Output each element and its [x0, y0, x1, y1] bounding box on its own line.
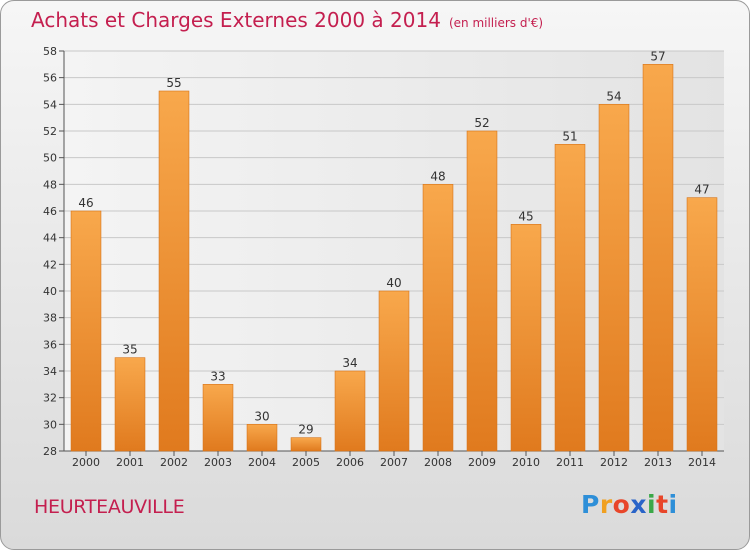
- logo-letter: i: [668, 490, 678, 519]
- y-tick-label: 36: [43, 338, 57, 351]
- unit-text: (en milliers d'€): [448, 16, 544, 30]
- y-tick-label: 58: [43, 45, 57, 58]
- bar: [466, 130, 498, 452]
- bar: [378, 290, 410, 452]
- data-label: 47: [694, 183, 709, 197]
- x-tick-label: 2013: [644, 456, 672, 469]
- logo-letter: o: [612, 490, 631, 519]
- bar: [510, 224, 542, 452]
- data-label: 40: [386, 276, 401, 290]
- bar: [70, 210, 102, 452]
- data-label: 55: [166, 76, 181, 90]
- bar: [422, 184, 454, 452]
- logo-letter: i: [647, 490, 657, 519]
- y-tick-label: 56: [43, 72, 57, 85]
- data-label: 33: [210, 369, 225, 383]
- commune-name: HEURTEAUVILLE: [34, 496, 185, 518]
- y-tick-label: 30: [43, 418, 57, 431]
- bar: [554, 144, 586, 452]
- y-tick-label: 34: [43, 365, 57, 378]
- x-tick-label: 2007: [380, 456, 408, 469]
- data-label: 35: [122, 343, 137, 357]
- data-label: 52: [474, 116, 489, 130]
- y-tick-label: 44: [43, 232, 57, 245]
- data-label: 46: [78, 196, 93, 210]
- y-tick-label: 28: [43, 445, 57, 458]
- data-label: 48: [430, 169, 445, 183]
- logo-letter: t: [656, 490, 669, 519]
- y-tick-label: 38: [43, 312, 57, 325]
- title-text: Achats et Charges Externes 2000 à 2014: [31, 8, 441, 32]
- bar: [686, 197, 718, 452]
- x-tick-label: 2010: [512, 456, 540, 469]
- bar: [334, 370, 366, 452]
- bar: [202, 384, 234, 452]
- y-tick-label: 52: [43, 125, 57, 138]
- data-label: 57: [650, 49, 665, 63]
- logo-letter: P: [581, 490, 600, 519]
- x-tick-label: 2005: [292, 456, 320, 469]
- y-tick-label: 54: [43, 98, 57, 111]
- data-label: 51: [562, 129, 577, 143]
- data-label: 29: [298, 423, 313, 437]
- chart-title: Achats et Charges Externes 2000 à 2014 (e…: [31, 8, 543, 32]
- data-label: 45: [518, 209, 533, 223]
- x-tick-label: 2014: [688, 456, 716, 469]
- x-tick-label: 2000: [72, 456, 100, 469]
- y-tick-label: 50: [43, 152, 57, 165]
- bar: [158, 90, 190, 452]
- bar: [114, 357, 146, 452]
- y-tick-label: 32: [43, 392, 57, 405]
- x-tick-label: 2002: [160, 456, 188, 469]
- x-tick-label: 2001: [116, 456, 144, 469]
- y-tick-label: 40: [43, 285, 57, 298]
- data-label: 54: [606, 89, 621, 103]
- x-tick-label: 2008: [424, 456, 452, 469]
- proxiti-logo: Proxiti: [581, 490, 678, 519]
- y-tick-label: 48: [43, 178, 57, 191]
- data-label: 34: [342, 356, 357, 370]
- bar: [642, 64, 674, 452]
- x-tick-label: 2003: [204, 456, 232, 469]
- x-tick-label: 2012: [600, 456, 628, 469]
- x-tick-label: 2006: [336, 456, 364, 469]
- logo-letter: x: [630, 490, 647, 519]
- y-tick-label: 46: [43, 205, 57, 218]
- data-label: 30: [254, 409, 269, 423]
- x-tick-label: 2009: [468, 456, 496, 469]
- x-tick-label: 2011: [556, 456, 584, 469]
- bar: [246, 424, 278, 452]
- y-tick-label: 42: [43, 258, 57, 271]
- logo-letter: r: [599, 490, 613, 519]
- bar: [598, 104, 630, 452]
- bar: [290, 437, 322, 452]
- x-tick-label: 2004: [248, 456, 276, 469]
